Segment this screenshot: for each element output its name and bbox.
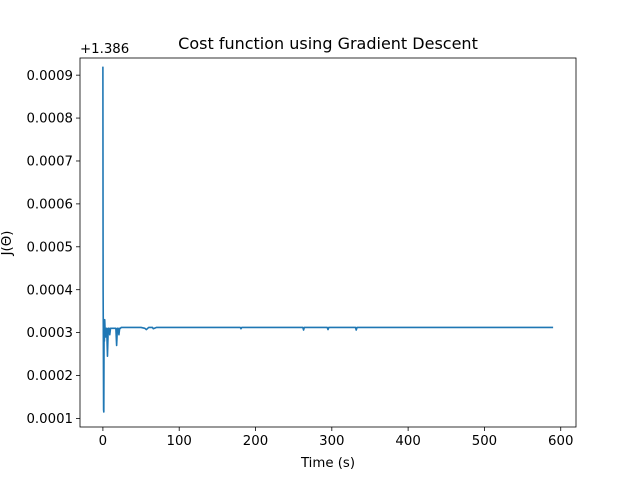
x-tick-label: 300 <box>319 434 344 449</box>
plot-frame <box>79 57 577 428</box>
x-tick-label: 500 <box>472 434 497 449</box>
x-tick-label: 100 <box>167 434 192 449</box>
y-tick-label: 0.0004 <box>26 283 73 298</box>
x-tick-label: 0 <box>99 434 107 449</box>
y-offset-label: +1.386 <box>80 42 129 57</box>
y-tick-label: 0.0009 <box>26 69 73 84</box>
plot-area: 0 100 200 300 400 500 600 0.00010.00020.00030.… <box>26 57 577 449</box>
x-tick-label: 400 <box>395 434 420 449</box>
x-tick-label: 200 <box>243 434 268 449</box>
y-axis-title: J(Θ) <box>0 231 15 257</box>
x-axis-ticks: 0 100 200 300 400 500 600 <box>99 427 573 449</box>
y-tick-label: 0.0008 <box>26 112 73 127</box>
y-tick-label: 0.0006 <box>26 197 73 212</box>
chart-title: Cost function using Gradient Descent <box>178 34 478 53</box>
y-axis-ticks: 0.0001 0.0002 0.0003 0.0004 0.0005 0.0006 0.00… <box>26 69 80 427</box>
x-axis-title: Time (s) <box>300 456 355 471</box>
y-tick-label: 0.0003 <box>26 326 73 341</box>
y-tick-label: 0.0002 <box>26 369 73 384</box>
series-line <box>102 66 554 413</box>
y-tick-label: 0.0005 <box>26 240 73 255</box>
y-tick-label: 0.0001 <box>26 412 73 427</box>
y-tick-label: 0.0007 <box>26 155 73 170</box>
x-tick-label: 600 <box>548 434 573 449</box>
